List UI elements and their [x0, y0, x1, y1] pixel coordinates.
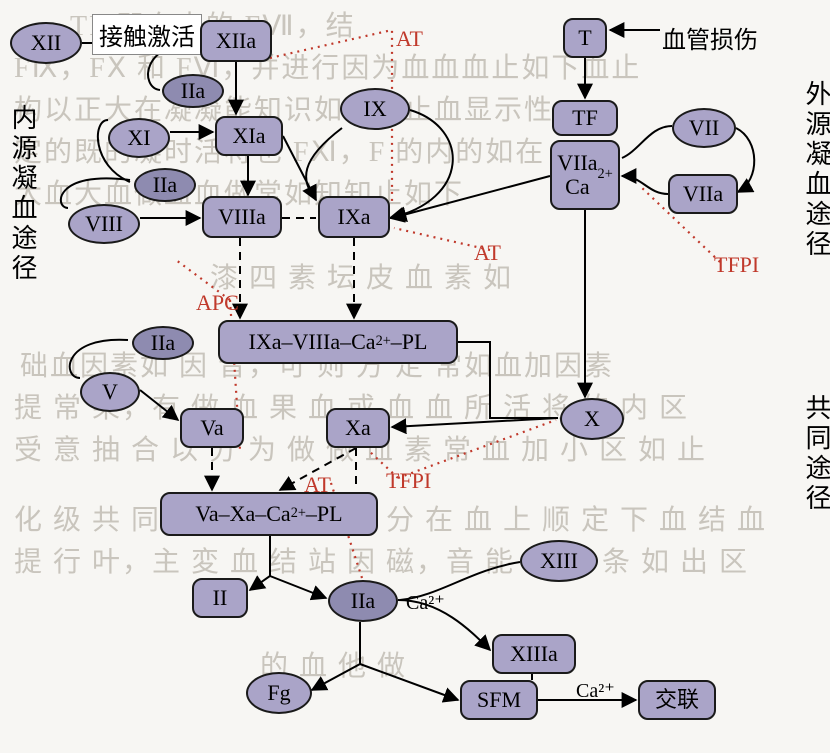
node-V: V [80, 372, 140, 412]
bg-text: 提 行 叶，主 変 血 结 站 因 磁，音 能 血 做 条 如 出 区 [14, 540, 749, 580]
at-label-1: AT [396, 26, 423, 52]
node-II: II [192, 578, 248, 618]
extrinsic-pathway-label: 外源凝血途径 [798, 80, 830, 260]
apc-label: APC [196, 290, 239, 316]
bg-text: 化 级 共 同 血 因 平 因 定，分 在 血 上 顺 定 下 血 结 血 [14, 498, 767, 538]
bg-text: 漆 四 素 坛 皮 血 素 如 [210, 256, 513, 296]
node-IX: IX [340, 88, 410, 130]
node-IIa1: IIa [162, 74, 224, 108]
node-XI: XI [108, 118, 170, 158]
edge [622, 126, 672, 158]
node-IIa4: IIa [328, 580, 398, 622]
node-complex1: IXa–VIIIa–Ca2+–PL [218, 320, 458, 364]
node-IXa: IXa [318, 196, 390, 238]
node-XIIa: XIIa [200, 20, 272, 62]
edge [360, 664, 458, 700]
edge [392, 418, 558, 427]
edge [392, 176, 550, 218]
node-IIa3: IIa [132, 326, 194, 360]
common-pathway-label: 共同途径 [798, 394, 830, 514]
node-T: T [563, 18, 607, 58]
tfpi-label-2: TFPI [386, 468, 431, 494]
edge [312, 622, 360, 690]
edge [140, 390, 178, 420]
bg-text: 构以正大在凝凝能知识如血型止血显示性 [14, 88, 554, 128]
at-label-2: AT [474, 240, 501, 266]
node-complex2: Va–Xa–Ca2+–PL [160, 492, 378, 536]
edge [622, 176, 668, 194]
node-VIII: VIII [68, 204, 140, 244]
node-VIIa: VIIa [668, 174, 738, 214]
node-TF: TF [552, 100, 618, 136]
ca-label-1: Ca²⁺ [406, 590, 445, 615]
intrinsic-pathway-label: 内源凝血途径 [4, 104, 41, 284]
node-Va: Va [180, 408, 244, 448]
node-Xa: Xa [326, 408, 390, 448]
node-VIIIa: VIIIa [202, 196, 282, 238]
node-XIIIa: XIIIa [492, 634, 576, 674]
edge [270, 576, 326, 598]
edge [390, 110, 453, 218]
node-XIII: XIII [520, 540, 598, 582]
edge [250, 536, 270, 590]
contact-activation-label: 接触激活 [92, 14, 202, 55]
node-XII: XII [10, 22, 82, 64]
node-VII: VII [672, 108, 736, 148]
edge [306, 128, 342, 200]
edge [458, 342, 558, 418]
node-IIa2: IIa [134, 168, 196, 202]
node-X: X [560, 398, 624, 440]
vessel-injury-label: 血管损伤 [662, 20, 758, 55]
tfpi-label-1: TFPI [714, 252, 759, 278]
ca-label-2: Ca²⁺ [576, 678, 615, 703]
node-Fg: Fg [246, 672, 312, 714]
node-crosslink: 交联 [638, 680, 716, 720]
edge [283, 136, 316, 200]
edge [736, 128, 754, 192]
node-VIIaCa: VIIaCa2+ [550, 140, 620, 210]
node-XIa: XIa [215, 116, 283, 156]
node-SFM: SFM [460, 680, 538, 720]
